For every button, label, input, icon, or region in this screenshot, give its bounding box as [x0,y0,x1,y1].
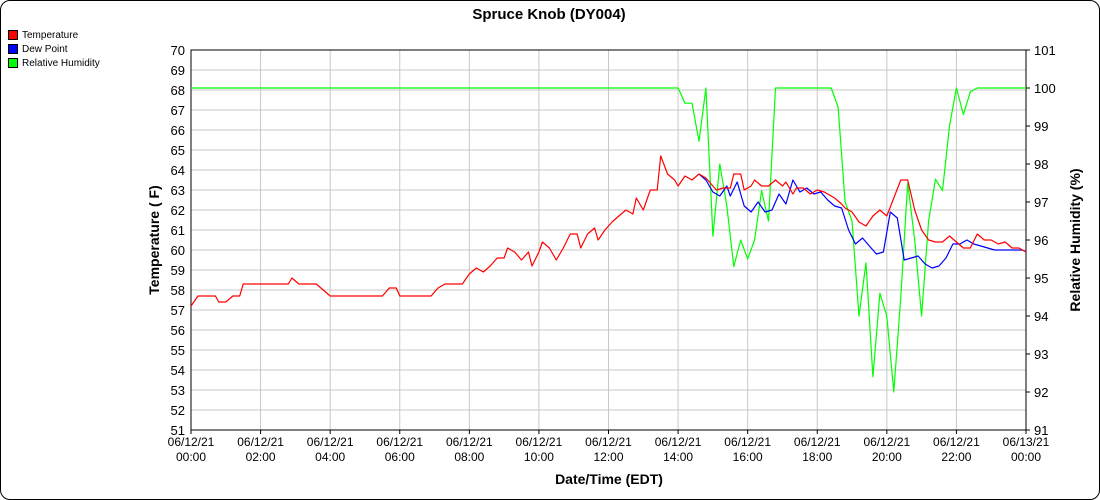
x-tick-label-date: 06/12/21 [446,435,493,449]
x-tick-label-time: 00:00 [176,450,206,464]
y-tick-label-left: 52 [171,403,185,418]
x-tick-label-time: 12:00 [593,450,623,464]
y-tick-label-left: 59 [171,263,185,278]
y-tick-label-right: 95 [1034,271,1048,286]
grid [190,49,1027,431]
y-tick-label-left: 68 [171,83,185,98]
chart-title: Spruce Knob (DY004) [472,6,625,23]
x-tick-label-date: 06/12/21 [168,435,215,449]
x-tick-label-time: 22:00 [941,450,971,464]
x-tick-label-date: 06/12/21 [655,435,702,449]
y-tick-label-right: 100 [1034,81,1056,96]
y-tick-label-left: 63 [171,183,185,198]
x-tick-label-date: 06/12/21 [585,435,632,449]
x-tick-label-time: 10:00 [524,450,554,464]
y-tick-label-right: 101 [1034,43,1056,58]
x-tick-label-time: 18:00 [802,450,832,464]
y-tick-label-left: 55 [171,343,185,358]
y-tick-label-right: 93 [1034,347,1048,362]
y-tick-label-right: 92 [1034,385,1048,400]
x-tick-label-time: 20:00 [872,450,902,464]
legend-swatch-relative-humidity [8,58,18,68]
y-tick-label-left: 58 [171,283,185,298]
y-tick-label-left: 61 [171,223,185,238]
series-line-temperature [190,155,1027,307]
legend-item-relative-humidity[interactable]: Relative Humidity [8,56,100,70]
y-tick-label-left: 60 [171,243,185,258]
y-tick-label-left: 66 [171,123,185,138]
y-tick-label-right: 98 [1034,157,1048,172]
legend-item-temperature[interactable]: Temperature [8,28,100,42]
axes: 51 52 53 54 55 56 57 58 59 60 61 62 63 64 65 66 67 68 69 70… [168,43,1056,464]
legend-swatch-dew-point [8,44,18,54]
y-tick-label-left: 62 [171,203,185,218]
x-tick-label-time: 14:00 [663,450,693,464]
y-tick-label-left: 56 [171,323,185,338]
x-axis-label: Date/Time (EDT) [555,471,663,487]
y-tick-label-left: 57 [171,303,185,318]
x-tick-label-date: 06/12/21 [307,435,354,449]
y-tick-label-left: 70 [171,43,185,58]
series-layer [190,87,1027,393]
series-line-dew-point [698,173,1027,269]
x-tick-label-date: 06/13/21 [1003,435,1050,449]
x-tick-label-time: 08:00 [454,450,484,464]
legend-label-dew-point: Dew Point [22,43,68,55]
y-axis-left-label: Temperature ( F) [146,185,162,294]
legend-label-relative-humidity: Relative Humidity [22,57,100,69]
legend-item-dew-point[interactable]: Dew Point [8,42,100,56]
legend-swatch-temperature [8,30,18,40]
x-tick-label-time: 02:00 [246,450,276,464]
y-tick-label-left: 69 [171,63,185,78]
x-tick-label-time: 00:00 [1011,450,1041,464]
series-line-relative-humidity [191,87,1026,393]
x-tick-label-time: 16:00 [733,450,763,464]
y-tick-label-left: 65 [171,143,185,158]
y-tick-label-right: 91 [1034,423,1048,438]
y-tick-label-left: 64 [171,163,185,178]
y-tick-label-left: 67 [171,103,185,118]
x-tick-label-date: 06/12/21 [516,435,563,449]
x-tick-label-date: 06/12/21 [794,435,841,449]
plot-border [190,49,1027,431]
x-tick-label-date: 06/12/21 [237,435,284,449]
y-tick-label-right: 96 [1034,233,1048,248]
y-tick-label-left: 53 [171,383,185,398]
y-tick-label-right: 99 [1034,119,1048,134]
x-tick-label-date: 06/12/21 [933,435,980,449]
y-tick-label-left: 51 [171,423,185,438]
y-axis-right-label: Relative Humidity (%) [1067,168,1083,311]
y-tick-label-right: 97 [1034,195,1048,210]
x-tick-label-time: 04:00 [315,450,345,464]
y-tick-label-left: 54 [171,363,185,378]
x-tick-label-date: 06/12/21 [376,435,423,449]
legend: Temperature Dew Point Relative Humidity [8,28,100,70]
x-tick-label-time: 06:00 [385,450,415,464]
legend-label-temperature: Temperature [22,29,79,41]
x-tick-label-date: 06/12/21 [863,435,910,449]
x-tick-label-date: 06/12/21 [724,435,771,449]
y-tick-label-right: 94 [1034,309,1048,324]
